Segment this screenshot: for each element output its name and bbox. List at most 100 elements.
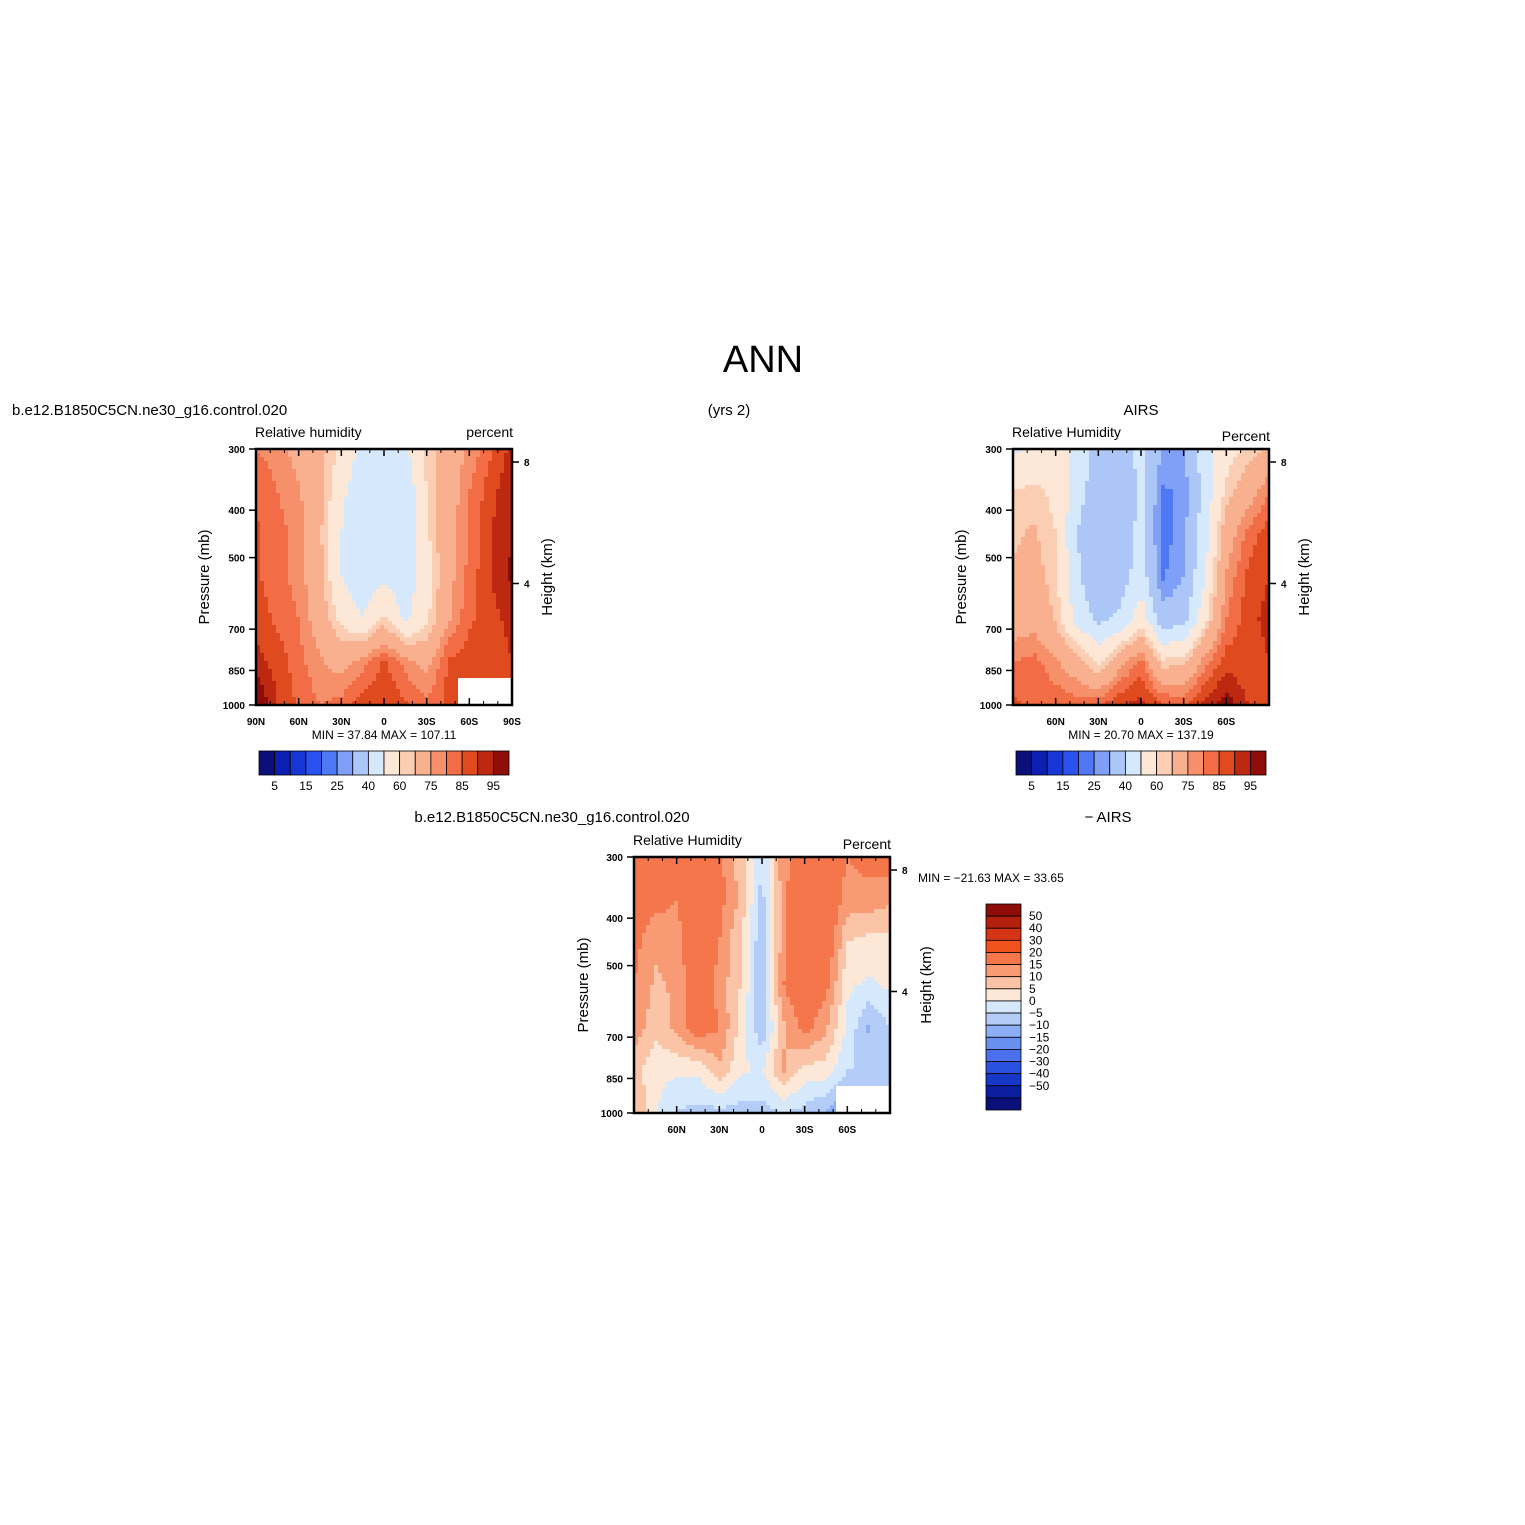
contour-cell: [372, 701, 377, 706]
contour-cell: [304, 653, 309, 658]
contour-cell: [1049, 473, 1054, 478]
contour-cell: [1221, 457, 1226, 462]
contour-cell: [1185, 493, 1190, 498]
contour-cell: [384, 477, 389, 482]
contour-cell: [1049, 465, 1054, 470]
contour-cell: [264, 609, 269, 614]
contour-cell: [1177, 485, 1182, 490]
contour-cell: [256, 589, 261, 594]
contour-cell: [264, 593, 269, 598]
contour-cell: [508, 637, 513, 642]
contour-cell: [280, 597, 285, 602]
contour-cell: [424, 577, 429, 582]
contour-cell: [1213, 485, 1218, 490]
contour-cell: [276, 585, 281, 590]
contour-cell: [304, 489, 309, 494]
contour-cell: [1101, 473, 1106, 478]
contour-cell: [364, 533, 369, 538]
contour-cell: [284, 689, 289, 694]
contour-cell: [444, 513, 449, 518]
contour-cell: [496, 601, 501, 606]
contour-cell: [312, 605, 317, 610]
contour-cell: [352, 661, 357, 666]
contour-cell: [504, 537, 509, 542]
contour-cell: [376, 653, 381, 658]
contour-cell: [508, 537, 513, 542]
contour-cell: [412, 477, 417, 482]
contour-cell: [468, 505, 473, 510]
contour-cell: [368, 537, 373, 542]
contour-cell: [440, 505, 445, 510]
contour-cell: [472, 641, 477, 646]
contour-cell: [1249, 473, 1254, 478]
contour-cell: [500, 629, 505, 634]
contour-cell: [336, 625, 341, 630]
contour-cell: [316, 465, 321, 470]
contour-cell: [436, 473, 441, 478]
contour-cell: [380, 537, 385, 542]
contour-cell: [344, 561, 349, 566]
contour-cell: [288, 569, 293, 574]
contour-cell: [456, 505, 461, 510]
contour-cell: [264, 633, 269, 638]
contour-cell: [312, 645, 317, 650]
contour-cell: [420, 569, 425, 574]
contour-cell: [256, 473, 261, 478]
contour-cell: [276, 657, 281, 662]
contour-cell: [380, 481, 385, 486]
contour-cell: [440, 589, 445, 594]
contour-cell: [384, 497, 389, 502]
contour-cell: [296, 545, 301, 550]
contour-cell: [304, 485, 309, 490]
contour-cell: [1189, 473, 1194, 478]
contour-cell: [1121, 473, 1126, 478]
contour-cell: [480, 537, 485, 542]
contour-cell: [452, 625, 457, 630]
contour-cell: [448, 677, 453, 682]
contour-cell: [472, 505, 477, 510]
contour-cell: [412, 601, 417, 606]
contour-cell: [504, 657, 509, 662]
contour-cell: [452, 521, 457, 526]
contour-cell: [1233, 449, 1238, 454]
contour-cell: [1257, 473, 1262, 478]
contour-cell: [412, 653, 417, 658]
contour-cell: [300, 665, 305, 670]
contour-cell: [280, 513, 285, 518]
contour-cell: [268, 549, 273, 554]
contour-cell: [348, 589, 353, 594]
contour-cell: [316, 653, 321, 658]
contour-cell: [292, 553, 297, 558]
contour-cell: [456, 457, 461, 462]
contour-cell: [288, 565, 293, 570]
contour-cell: [1169, 489, 1174, 494]
contour-cell: [508, 573, 513, 578]
contour-cell: [508, 597, 513, 602]
contour-cell: [340, 541, 345, 546]
contour-cell: [324, 489, 329, 494]
contour-cell: [420, 497, 425, 502]
contour-cell: [1253, 453, 1258, 458]
contour-cell: [340, 517, 345, 522]
contour-cell: [480, 669, 485, 674]
contour-cell: [428, 549, 433, 554]
contour-cell: [412, 521, 417, 526]
contour-cell: [264, 589, 269, 594]
contour-cell: [416, 597, 421, 602]
contour-cell: [396, 677, 401, 682]
contour-cell: [296, 589, 301, 594]
contour-cell: [348, 565, 353, 570]
contour-cell: [432, 649, 437, 654]
contour-cell: [424, 525, 429, 530]
contour-cell: [292, 673, 297, 678]
contour-cell: [360, 477, 365, 482]
contour-cell: [432, 701, 437, 706]
contour-cell: [480, 481, 485, 486]
contour-cell: [264, 533, 269, 538]
contour-cell: [508, 601, 513, 606]
contour-cell: [380, 585, 385, 590]
contour-cell: [368, 493, 373, 498]
contour-cell: [296, 613, 301, 618]
contour-cell: [1169, 473, 1174, 478]
contour-cell: [340, 509, 345, 514]
